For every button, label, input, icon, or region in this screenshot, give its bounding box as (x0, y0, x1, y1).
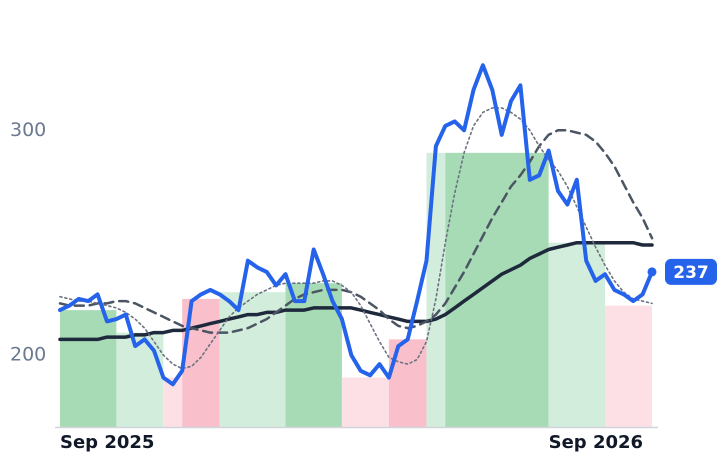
period-band (445, 152, 549, 428)
series-line (58, 240, 654, 342)
period-band (426, 152, 446, 428)
period-band (548, 242, 606, 427)
period-band (341, 377, 389, 427)
series-line (58, 63, 654, 387)
price-badge (665, 258, 717, 285)
x-tick-label: Sep 2026 (549, 432, 643, 453)
series-line (58, 129, 654, 334)
period-band (116, 332, 164, 427)
last-point (647, 267, 657, 277)
period-band (60, 310, 117, 427)
period-band (163, 377, 183, 427)
series-line (59, 107, 653, 370)
y-tick-label: 300 (10, 119, 46, 141)
period-band (605, 305, 652, 427)
price-badge-label: 237 (673, 263, 709, 283)
x-tick-label: Sep 2025 (60, 432, 154, 453)
y-tick-label: 200 (10, 344, 46, 366)
